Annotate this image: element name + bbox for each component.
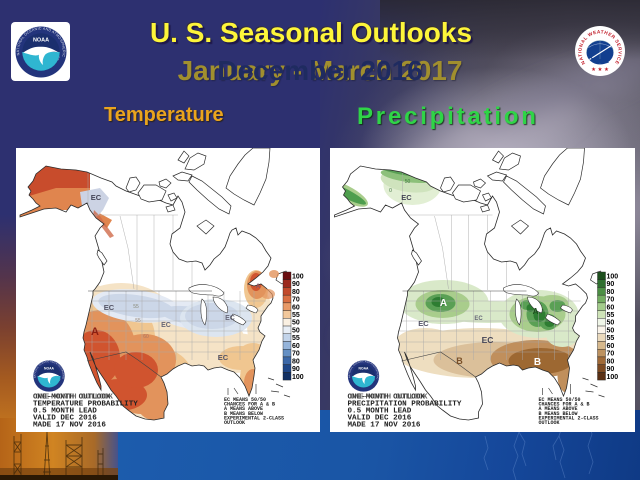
svg-text:A MEANS ABOVE: A MEANS ABOVE [224,406,263,412]
svg-text:90: 90 [607,366,615,373]
svg-text:B: B [534,357,541,368]
svg-text:55: 55 [292,335,300,342]
svg-text:60: 60 [292,304,300,311]
svg-text:80: 80 [607,289,615,296]
svg-text:70: 70 [607,351,615,358]
svg-text:60: 60 [292,343,300,350]
svg-text:100: 100 [292,374,304,381]
svg-text:EXPERIMENTAL 2-CLASS: EXPERIMENTAL 2-CLASS [224,415,284,421]
svg-text:70: 70 [607,297,615,304]
svg-text:0.5 MONTH LEAD: 0.5 MONTH LEAD [33,408,97,416]
svg-text:55: 55 [292,312,300,319]
svg-text:60: 60 [143,334,149,340]
svg-text:60: 60 [607,304,615,311]
svg-text:55: 55 [607,335,615,342]
svg-text:55: 55 [133,304,139,310]
svg-text:EC: EC [218,353,229,362]
svg-text:B MEANS BELOW: B MEANS BELOW [539,411,578,417]
svg-text:55: 55 [135,318,141,324]
svg-text:OUTLOOK: OUTLOOK [539,420,560,426]
svg-text:EC: EC [91,193,102,202]
svg-text:100: 100 [607,273,619,280]
svg-text:60: 60 [607,343,615,350]
svg-text:B MEANS BELOW: B MEANS BELOW [224,411,263,417]
svg-text:0: 0 [389,188,392,194]
svg-text:90: 90 [292,366,300,373]
svg-text:CHANCES FOR A & B: CHANCES FOR A & B [539,402,590,408]
svg-text:0.5 MONTH LEAD: 0.5 MONTH LEAD [348,408,412,416]
svg-text:ONE-MONTH OUTLOOK: ONE-MONTH OUTLOOK [33,394,111,402]
svg-text:EC MEANS 50/50: EC MEANS 50/50 [224,397,266,403]
svg-text:A MEANS ABOVE: A MEANS ABOVE [539,406,578,412]
svg-text:EC: EC [225,315,235,322]
svg-text:80: 80 [292,358,300,365]
svg-text:EC: EC [401,193,412,202]
svg-text:TEMPERATURE PROBABILITY: TEMPERATURE PROBABILITY [33,401,138,409]
svg-text:A: A [440,298,447,309]
svg-text:EXPERIMENTAL 2-CLASS: EXPERIMENTAL 2-CLASS [539,415,599,421]
svg-text:EC MEANS 50/50: EC MEANS 50/50 [539,397,581,403]
svg-text:50: 50 [292,327,300,334]
svg-text:50: 50 [607,320,615,327]
svg-text:VALID DEC 2016: VALID DEC 2016 [33,415,97,423]
svg-text:A: A [533,307,539,316]
svg-text:90: 90 [607,281,615,288]
svg-text:70: 70 [292,297,300,304]
svg-text:50: 50 [405,179,411,185]
svg-text:A: A [91,326,99,338]
svg-text:50: 50 [292,320,300,327]
svg-text:50: 50 [607,327,615,334]
svg-text:PRECIPITATION PROBABILITY: PRECIPITATION PROBABILITY [348,401,462,409]
svg-text:70: 70 [292,351,300,358]
svg-text:VALID DEC 2016: VALID DEC 2016 [348,415,412,423]
svg-text:B: B [456,356,463,366]
svg-text:ONE-MONTH OUTLOOK: ONE-MONTH OUTLOOK [348,394,426,402]
svg-text:OUTLOOK: OUTLOOK [224,420,245,426]
svg-text:EC: EC [161,322,171,329]
svg-text:80: 80 [292,289,300,296]
svg-text:ONE-MONTH OUTLOOK: ONE-MONTH OUTLOOK [36,394,114,402]
svg-text:EC: EC [418,319,429,328]
svg-text:EC: EC [482,335,494,345]
svg-text:90: 90 [292,281,300,288]
svg-text:ONE-MONTH OUTLOOK: ONE-MONTH OUTLOOK [350,394,428,402]
svg-text:100: 100 [607,374,619,381]
svg-text:MADE 17 NOV 2016: MADE 17 NOV 2016 [33,422,106,430]
svg-text:100: 100 [292,273,304,280]
svg-text:CHANCES FOR A & B: CHANCES FOR A & B [224,402,275,408]
svg-text:EC: EC [474,316,483,322]
svg-text:A: A [256,284,261,290]
svg-text:EC: EC [104,303,115,312]
svg-text:55: 55 [607,312,615,319]
svg-text:MADE 17 NOV 2016: MADE 17 NOV 2016 [348,422,421,430]
svg-text:80: 80 [607,358,615,365]
